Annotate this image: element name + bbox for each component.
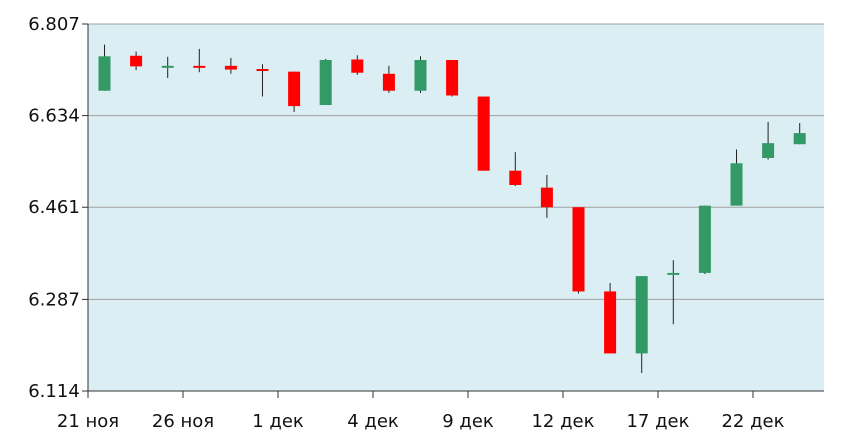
candle	[635, 276, 648, 373]
candle-body	[256, 69, 269, 72]
candle-body	[730, 163, 743, 206]
candle	[446, 60, 459, 97]
candle	[193, 48, 206, 73]
candle	[382, 65, 395, 93]
x-tick-label: 9 дек	[442, 411, 494, 432]
x-tick-label: 1 дек	[252, 411, 304, 432]
candle	[161, 56, 174, 79]
x-tick-label: 17 дек	[626, 411, 689, 432]
candle	[698, 205, 711, 274]
x-axis: 21 ноя 26 ноя 1 дек 4 дек 9 дек 12 дек 17 дек 2…	[57, 24, 824, 432]
candle	[130, 51, 143, 71]
candle-body	[319, 60, 332, 106]
candle-body	[509, 170, 522, 185]
candle	[256, 64, 269, 97]
candle	[762, 121, 775, 160]
y-tick-label: 6.287	[28, 289, 80, 310]
candle-body	[698, 205, 711, 273]
candle-body	[130, 55, 143, 67]
candle-body	[414, 60, 427, 91]
candle	[319, 58, 332, 106]
candle	[540, 174, 553, 218]
candle	[351, 55, 364, 75]
candle-body	[288, 71, 301, 107]
candle	[667, 260, 680, 325]
candle	[793, 123, 806, 145]
grid-lines	[88, 23, 824, 300]
candle	[572, 207, 585, 294]
x-tick-label: 4 дек	[347, 411, 399, 432]
x-tick-label: 22 дек	[721, 411, 784, 432]
candle-body	[446, 60, 459, 96]
y-tick-label: 6.634	[28, 106, 80, 127]
x-tick-label: 12 дек	[531, 411, 594, 432]
candle-body	[667, 272, 680, 275]
candle-body	[762, 143, 775, 158]
candle-body	[477, 96, 490, 171]
y-tick-label: 6.461	[28, 197, 80, 218]
candle	[730, 149, 743, 206]
candle-body	[793, 133, 806, 145]
candle-body	[98, 56, 111, 91]
candle-body	[635, 276, 648, 354]
candle	[509, 152, 522, 187]
candle-body	[540, 187, 553, 208]
candle	[604, 282, 617, 354]
y-axis: 6.807 6.634 6.461 6.287 6.114	[28, 14, 88, 402]
y-tick-label: 6.807	[28, 14, 80, 35]
candle-body	[224, 65, 237, 70]
candle-body	[604, 291, 617, 354]
candle-body	[193, 65, 206, 68]
candle-body	[382, 73, 395, 91]
candle	[288, 71, 301, 112]
candle-body	[351, 59, 364, 73]
candle	[414, 56, 427, 93]
candles	[98, 44, 806, 373]
candle	[224, 57, 237, 74]
x-tick-label: 21 ноя	[57, 411, 119, 432]
candle	[98, 44, 111, 91]
x-tick-label: 26 ноя	[152, 411, 214, 432]
y-tick-label: 6.114	[28, 381, 80, 402]
candle-body	[572, 207, 585, 292]
candle	[477, 96, 490, 171]
candle-body	[161, 65, 174, 68]
